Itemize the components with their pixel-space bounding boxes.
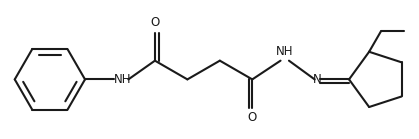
Text: O: O: [150, 16, 160, 29]
Text: N: N: [313, 73, 321, 86]
Text: NH: NH: [276, 45, 293, 58]
Text: O: O: [248, 111, 257, 124]
Text: NH: NH: [114, 73, 131, 86]
